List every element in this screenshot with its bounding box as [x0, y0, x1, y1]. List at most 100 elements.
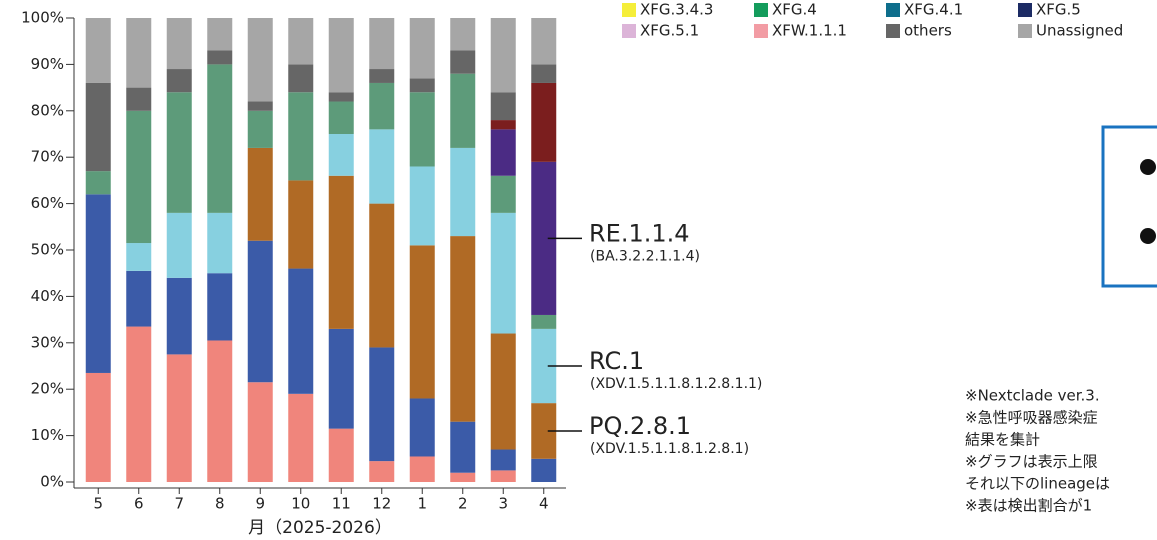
bar-segment — [531, 314, 557, 329]
bar-segment — [409, 18, 435, 79]
bar-segment — [247, 382, 273, 482]
annotation-label: PQ.2.8.1 — [589, 412, 691, 440]
bar-segment — [450, 147, 476, 237]
bar-segment — [126, 243, 152, 271]
bar-segment — [450, 73, 476, 148]
annotation-note: (BA.3.2.2.1.1.4) — [590, 248, 700, 264]
bar-segment — [166, 354, 192, 482]
bar-segment — [531, 458, 557, 482]
y-tick-label: 30% — [31, 333, 64, 351]
bar-segment — [207, 340, 233, 482]
x-tick-label: 8 — [215, 495, 225, 513]
bar-segment — [490, 120, 516, 130]
bar-segment — [490, 449, 516, 471]
y-tick-label: 10% — [31, 426, 64, 444]
bar-segment — [207, 273, 233, 341]
annotation-label: RE.1.1.4 — [589, 219, 690, 247]
bar-segment — [85, 194, 111, 373]
x-tick-label: 1 — [417, 495, 427, 513]
bar-segment — [409, 456, 435, 482]
bar-segment — [409, 398, 435, 457]
x-tick-label: 11 — [332, 495, 351, 513]
bar-segment — [409, 245, 435, 399]
legend-label: XFG.4 — [772, 1, 817, 19]
bar-segment — [288, 180, 314, 269]
bar-segment — [85, 18, 111, 83]
bar-segment — [247, 147, 273, 241]
y-tick-label: 40% — [31, 287, 64, 305]
note: ※グラフは表示上限 — [965, 453, 1098, 471]
x-tick-label: 6 — [134, 495, 144, 513]
bar-segment — [369, 82, 395, 130]
x-tick-label: 5 — [93, 495, 103, 513]
bar-segment — [288, 64, 314, 93]
x-tick-label: 9 — [255, 495, 265, 513]
bar-segment — [247, 240, 273, 383]
y-tick-label: 80% — [31, 101, 64, 119]
bar-segment — [328, 92, 354, 102]
bar-segment — [369, 347, 395, 462]
bullet — [1140, 228, 1156, 244]
bar-segment — [409, 92, 435, 167]
bar-segment — [369, 461, 395, 482]
bar-segment — [450, 18, 476, 51]
bar-segment — [166, 92, 192, 213]
bar-segment — [531, 64, 557, 83]
x-tick-label: 2 — [458, 495, 468, 513]
legend-label: XFG.5.1 — [640, 22, 699, 40]
bar-segment — [85, 372, 111, 482]
y-tick-label: 90% — [31, 55, 64, 73]
bar-segment — [531, 82, 557, 162]
legend-swatch — [1018, 24, 1032, 38]
bullet — [1140, 159, 1156, 175]
bar-segment — [126, 18, 152, 88]
y-tick-label: 100% — [21, 9, 64, 27]
bar-segment — [328, 18, 354, 93]
annotation-note: (XDV.1.5.1.1.8.1.2.8.1) — [590, 441, 749, 457]
legend-swatch — [754, 3, 768, 17]
legend-swatch — [754, 24, 768, 38]
bar-segment — [247, 18, 273, 102]
legend-label: XFG.4.1 — [904, 1, 963, 19]
legend-label: XFG.3.4.3 — [640, 1, 713, 19]
bar-segment — [490, 18, 516, 93]
bar-segment — [369, 69, 395, 83]
bar-segment — [207, 64, 233, 213]
bar-segment — [126, 326, 152, 482]
bar-segment — [369, 129, 395, 204]
bar-segment — [207, 212, 233, 274]
bar-segment — [126, 110, 152, 244]
bar-segment — [369, 18, 395, 70]
bar-segment — [288, 393, 314, 482]
note: 結果を集計 — [965, 431, 1040, 449]
bar-segment — [247, 101, 273, 111]
info-box — [1101, 125, 1157, 288]
bar-segment — [369, 203, 395, 348]
note: それ以下のlineageは — [965, 475, 1110, 493]
y-tick-label: 20% — [31, 380, 64, 398]
note: ※表は検出割合が1 — [965, 497, 1092, 515]
bar-segment — [490, 212, 516, 334]
legend-label: XFG.5 — [1036, 1, 1081, 19]
bar-segment — [166, 212, 192, 278]
bar-segment — [450, 472, 476, 482]
bar-segment — [247, 110, 273, 148]
bar-segment — [85, 82, 111, 172]
bar-segment — [126, 270, 152, 327]
bar-segment — [409, 166, 435, 246]
bar-segment — [207, 50, 233, 65]
y-tick-label: 0% — [40, 473, 64, 491]
bar-segment — [328, 428, 354, 482]
legend-label: XFW.1.1.1 — [772, 22, 847, 40]
x-tick-label: 12 — [372, 495, 391, 513]
bar-segment — [328, 101, 354, 134]
annotation-note: (XDV.1.5.1.1.8.1.2.8.1.1) — [590, 376, 762, 392]
bar-segment — [166, 69, 192, 93]
legend-swatch — [1018, 3, 1032, 17]
note: ※Nextclade ver.3. — [965, 387, 1100, 405]
legend-swatch — [886, 3, 900, 17]
bar-segment — [490, 333, 516, 450]
x-tick-label: 7 — [174, 495, 184, 513]
